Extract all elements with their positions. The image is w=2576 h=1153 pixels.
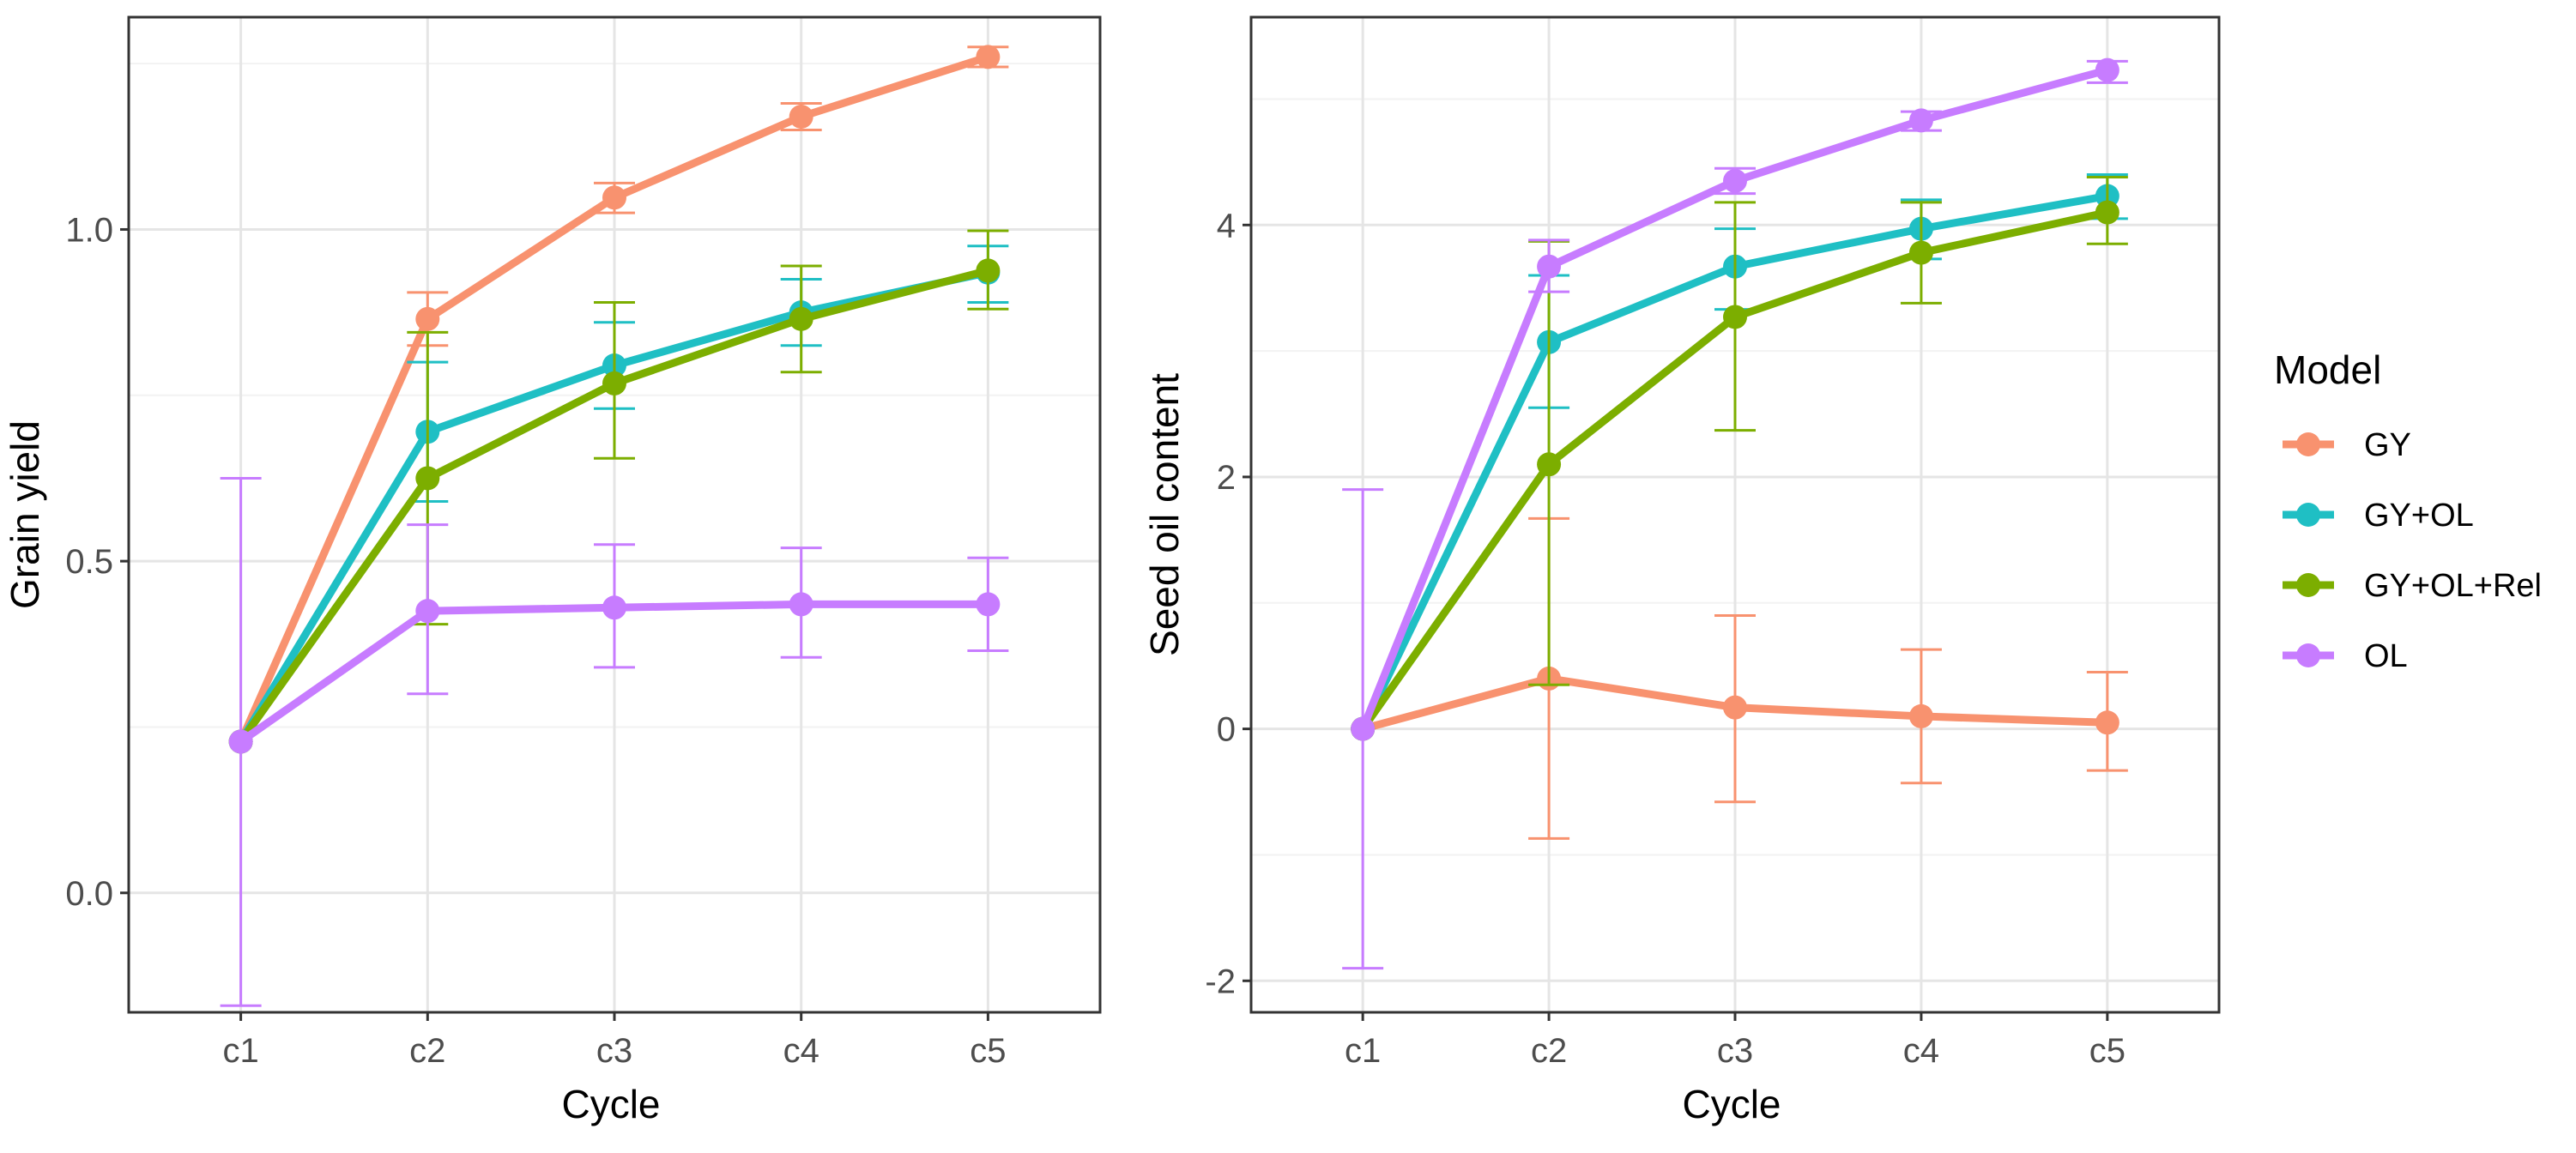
y-tick-label: 0.0 [65,875,113,913]
data-point [1537,452,1562,477]
y-tick-label: 4 [1217,207,1236,244]
legend-item-ol: OL [2283,638,2408,674]
grain-yield-x-axis-title: Cycle [561,1082,660,1126]
legend-item-gy: GY [2283,427,2411,463]
legend-item-gy-plus-ol-plus-rel: GY+OL+Rel [2283,568,2542,604]
grain-yield-y-axis-title: Grain yield [3,420,47,609]
seed-oil-series-ol [1342,57,2128,970]
y-tick-label: 1.0 [65,211,113,249]
data-point [1723,305,1747,329]
x-tick-label: c4 [1903,1032,1939,1070]
data-point [1908,703,1933,728]
y-tick-label: 0 [1217,711,1236,749]
x-tick-label: c2 [1531,1032,1567,1070]
data-point [976,592,1001,617]
data-point [228,729,253,754]
data-point [976,45,1001,69]
data-point [602,595,626,620]
legend-key-point [2296,432,2320,456]
data-point [1723,168,1747,193]
data-point [789,105,813,129]
legend-title: Model [2274,347,2381,392]
legend-key-point [2296,643,2320,667]
legend-label: GY+OL+Rel [2364,568,2542,604]
legend-key-point [2296,503,2320,527]
data-point [789,306,813,331]
data-point [415,466,440,491]
x-tick-label: c5 [970,1032,1006,1070]
x-tick-label: c3 [1717,1032,1753,1070]
grain-yield-axes: 0.0 0.5 1.0 c1 c2 c3 c4 c5 [65,211,1006,1070]
data-point [1537,254,1562,279]
data-point [1908,240,1933,265]
x-tick-label: c1 [222,1032,258,1070]
data-point [415,306,440,331]
legend-key-point [2296,573,2320,597]
legend-label: OL [2364,638,2408,674]
y-tick-label: 0.5 [65,543,113,581]
seed-oil-series-gy-plus-ol-plus-rel [1351,175,2128,741]
data-point [2095,200,2119,225]
x-tick-label: c1 [1345,1032,1381,1070]
data-point [1723,695,1747,720]
x-tick-label: c2 [409,1032,445,1070]
x-tick-label: c3 [596,1032,632,1070]
seed-oil-axes: -2 0 2 4 c1 c2 c3 c4 c5 [1205,207,2126,1070]
data-point [602,371,626,395]
y-tick-label: -2 [1205,963,1236,1000]
legend-label: GY [2364,427,2411,463]
seed-oil-x-axis-title: Cycle [1682,1082,1781,1126]
seed-oil-content-panel: Seed oil content Cycle -2 0 2 4 c1 c2 c3 c4 c5 [1142,15,2221,1126]
data-point [976,258,1001,283]
data-point [1351,716,1376,741]
data-point [789,592,813,617]
grain-yield-panel: Grain yield Cycle 0.0 0.5 1.0 c1 c2 c3 c4 c5 [3,15,1102,1126]
legend-item-gy-plus-ol: GY+OL [2283,498,2474,534]
data-point [602,185,626,210]
y-tick-label: 2 [1217,459,1236,497]
seed-oil-y-axis-title: Seed oil content [1142,373,1187,656]
data-point [2095,57,2119,82]
legend: Model GY GY+OL GY+OL+Rel OL [2274,347,2542,674]
x-tick-label: c5 [2089,1032,2126,1070]
x-tick-label: c4 [783,1032,819,1070]
grain-yield-series-ol [220,476,1009,1007]
data-point [1908,108,1933,133]
data-point [415,599,440,624]
data-point [2095,710,2119,735]
legend-label: GY+OL [2364,498,2474,534]
